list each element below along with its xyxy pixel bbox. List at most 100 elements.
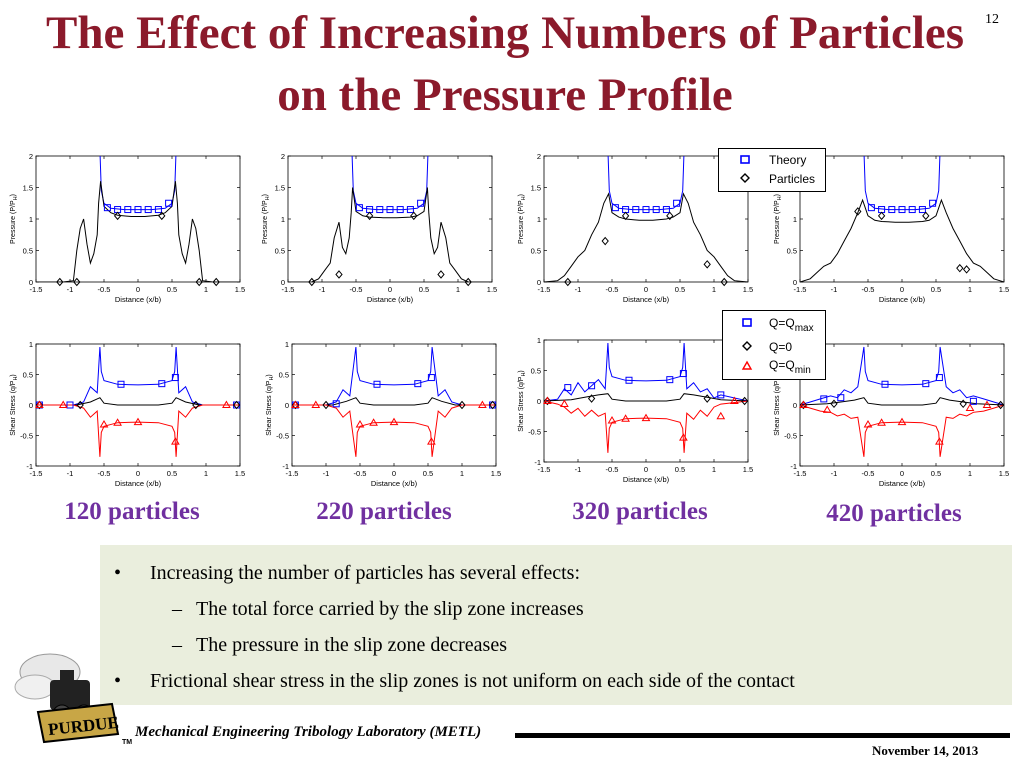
y-tick-label: 0	[29, 278, 33, 287]
x-tick-label: 0.5	[167, 469, 177, 478]
data-point-triangle	[877, 418, 886, 426]
y-tick-label: 0	[281, 278, 285, 287]
data-point-triangle	[369, 418, 378, 426]
data-point-triangle	[171, 437, 180, 445]
data-point-diamond	[922, 211, 930, 221]
y-tick-label: 0.5	[279, 371, 289, 380]
legend-qmin-marker	[741, 360, 753, 370]
x-tick-label: 1.5	[235, 285, 245, 294]
series-line-theory	[36, 346, 240, 406]
x-tick-label: -0.5	[606, 285, 619, 294]
data-point-square	[625, 376, 633, 384]
legend-particles-label: Particles	[769, 172, 815, 186]
x-tick-label: 0	[388, 285, 392, 294]
data-point-triangle	[133, 417, 143, 426]
x-tick-label: 1	[712, 285, 716, 294]
caption-120: 120 particles	[64, 498, 200, 525]
data-point-square	[332, 400, 340, 408]
data-point-square	[935, 374, 943, 382]
series-line-theory	[607, 156, 685, 211]
y-tick-label: 0.5	[23, 247, 33, 256]
y-tick-label: 0	[793, 401, 797, 410]
data-point-square	[373, 380, 381, 388]
series-line-theory	[863, 156, 941, 211]
legend-theory-marker	[740, 155, 750, 164]
series-line-particles	[544, 192, 748, 282]
shear-chart-220: -1.5 -1 -0.5 0 0.5 1 1.5 -1 -0.5 0 0.5 1 Distance (x…	[262, 336, 502, 492]
y-tick-label: 0	[793, 278, 797, 287]
series-line-qmin	[800, 404, 1004, 457]
y-tick-label: 0.5	[787, 247, 797, 256]
y-tick-label: 1	[793, 215, 797, 224]
data-point-triangle	[560, 399, 569, 408]
legend-qmin-label: Q=Qmin	[769, 358, 811, 376]
x-tick-label: 0	[644, 285, 648, 294]
x-tick-label: 1.5	[491, 469, 501, 478]
pressure-legend: Theory Particles	[718, 148, 826, 192]
data-point-square	[820, 395, 828, 403]
x-tick-label: 1	[712, 465, 716, 474]
data-point-square	[867, 204, 875, 212]
x-axis-label: Distance (x/b)	[623, 475, 670, 484]
x-tick-label: -0.5	[350, 285, 363, 294]
x-tick-label: 0.5	[167, 285, 177, 294]
data-point-square	[611, 204, 619, 212]
data-point-square	[124, 206, 132, 214]
data-point-square	[144, 206, 152, 214]
x-tick-label: 0.5	[931, 285, 941, 294]
x-tick-label: 1	[460, 469, 464, 478]
bullet-text: Frictional shear stress in the slip zone…	[150, 670, 795, 692]
data-point-square	[918, 206, 926, 214]
data-point-diamond	[488, 400, 497, 410]
series-line-particles	[544, 393, 748, 402]
pressure-chart-320: -1.5 -1 -0.5 0 0.5 1 1.5 0 0.5 1 1.5 2 Distance (x/b…	[514, 148, 754, 308]
bullet-item: • Frictional shear stress in the slip zon…	[114, 663, 1002, 699]
slide-title: The Effect of Increasing Numbers of Part…	[45, 7, 965, 121]
sub-bullet-item: – The total force carried by the slip zon…	[114, 591, 1002, 627]
x-tick-label: 1	[968, 285, 972, 294]
y-axis-label: Pressure (P/PH)	[262, 194, 271, 244]
data-point-square	[564, 384, 572, 392]
x-tick-label: 0.5	[675, 465, 685, 474]
plot-frame	[287, 155, 493, 283]
x-tick-label: 0.5	[423, 469, 433, 478]
data-point-diamond	[73, 277, 81, 287]
x-axis-label: Distance (x/b)	[115, 479, 162, 488]
data-point-diamond	[212, 277, 220, 287]
series-line-qmin	[36, 404, 240, 457]
purdue-logo: PURDUE TM	[10, 642, 135, 757]
data-point-diamond	[308, 277, 316, 287]
data-point-triangle	[965, 403, 975, 412]
y-tick-label: -1	[534, 458, 541, 467]
series-line-particles	[36, 397, 240, 406]
y-tick-label: 0.5	[531, 247, 541, 256]
x-tick-label: 0	[644, 465, 648, 474]
x-tick-label: -1	[575, 465, 582, 474]
data-point-triangle	[799, 400, 808, 408]
x-tick-label: 0	[136, 469, 140, 478]
data-point-square	[929, 199, 937, 207]
data-point-diamond	[35, 400, 44, 410]
x-tick-label: 1.5	[743, 285, 753, 294]
data-point-square	[652, 206, 660, 214]
y-axis-label: Pressure (P/PH)	[774, 194, 783, 244]
data-point-diamond	[962, 265, 971, 274]
data-point-diamond	[322, 400, 330, 410]
data-point-square	[666, 376, 674, 384]
data-point-triangle	[679, 433, 688, 441]
data-point-triangle	[982, 400, 992, 408]
x-tick-label: 1	[456, 285, 460, 294]
y-tick-label: 1	[29, 340, 33, 349]
caption-220: 220 particles	[316, 498, 452, 525]
series-line-theory	[351, 156, 429, 211]
data-point-square	[386, 206, 394, 214]
data-point-diamond	[666, 211, 674, 221]
bullet-box: • Increasing the number of particles has …	[100, 545, 1012, 705]
legend-theory-label: Theory	[769, 153, 806, 167]
pressure-chart-220: -1.5 -1 -0.5 0 0.5 1 1.5 0 0.5 1 1.5 2 Distance (x/b…	[258, 148, 498, 308]
x-tick-label: -1.5	[794, 285, 807, 294]
y-tick-label: -1	[26, 462, 33, 471]
data-point-square	[922, 380, 930, 388]
x-tick-label: -1.5	[286, 469, 299, 478]
x-tick-label: -1.5	[538, 465, 551, 474]
